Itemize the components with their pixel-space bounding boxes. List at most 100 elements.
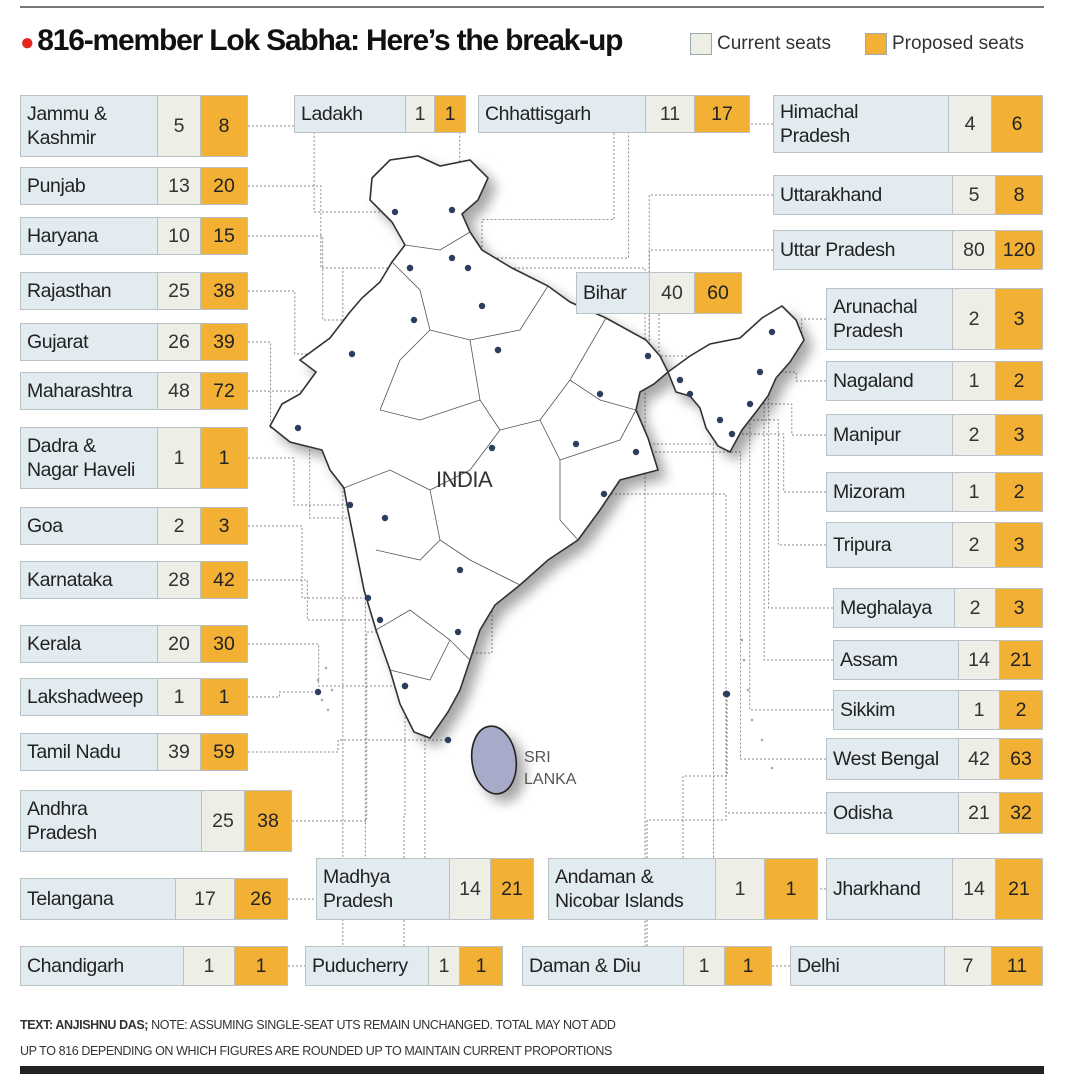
seat-box: Madhya Pradesh 14 21 bbox=[316, 858, 534, 920]
state-name: Rajasthan bbox=[21, 273, 157, 309]
leader-line bbox=[248, 739, 448, 753]
state-marker bbox=[456, 566, 464, 574]
page-title: ● 816-member Lok Sabha: Here’s the break-… bbox=[20, 24, 623, 57]
legend-current-label: Current seats bbox=[717, 33, 832, 54]
state-marker bbox=[756, 368, 764, 376]
seat-box: Uttarakhand 5 8 bbox=[773, 175, 1043, 215]
island-dots bbox=[316, 638, 774, 770]
state-name: Arunachal Pradesh bbox=[827, 289, 952, 349]
state-name: Jammu & Kashmir bbox=[21, 96, 157, 156]
state-name: Sikkim bbox=[834, 691, 958, 729]
current-seats: 2 bbox=[952, 289, 995, 349]
footer-note-1: TEXT: ANJISHNU DAS; NOTE: ASSUMING SINGL… bbox=[20, 1018, 616, 1032]
proposed-seats: 1 bbox=[200, 428, 247, 488]
seat-box: Ladakh 1 1 bbox=[294, 95, 466, 133]
seat-box: Kerala 20 30 bbox=[20, 625, 248, 663]
seat-box: Punjab 13 20 bbox=[20, 167, 248, 205]
state-name: Chhattisgarh bbox=[479, 96, 645, 132]
state-marker bbox=[600, 490, 608, 498]
proposed-seats: 17 bbox=[694, 96, 749, 132]
state-name: Tripura bbox=[827, 523, 952, 567]
seat-box: Chandigarh 1 1 bbox=[20, 946, 288, 986]
current-seats: 26 bbox=[157, 324, 200, 360]
current-seats: 25 bbox=[201, 791, 244, 851]
proposed-seats: 3 bbox=[995, 589, 1042, 627]
proposed-seats: 72 bbox=[200, 373, 247, 409]
proposed-seats: 3 bbox=[995, 289, 1042, 349]
state-marker bbox=[572, 440, 580, 448]
india-label: INDIA bbox=[436, 467, 493, 492]
seat-box: Goa 2 3 bbox=[20, 507, 248, 545]
state-borders bbox=[343, 231, 637, 681]
proposed-seats: 8 bbox=[200, 96, 247, 156]
state-marker bbox=[478, 302, 486, 310]
state-name: Tamil Nadu bbox=[21, 734, 157, 770]
state-name: Chandigarh bbox=[21, 947, 183, 985]
state-name: Kerala bbox=[21, 626, 157, 662]
legend-proposed: Proposed seats bbox=[865, 33, 1024, 55]
state-name: Meghalaya bbox=[834, 589, 954, 627]
current-seats: 2 bbox=[954, 589, 995, 627]
current-seats: 4 bbox=[948, 96, 991, 152]
proposed-seats: 120 bbox=[995, 231, 1042, 269]
proposed-seats: 30 bbox=[200, 626, 247, 662]
current-seats: 21 bbox=[958, 793, 999, 833]
seat-box: West Bengal 42 63 bbox=[826, 738, 1043, 780]
state-marker bbox=[728, 430, 736, 438]
proposed-seats: 15 bbox=[200, 218, 247, 254]
current-seats: 11 bbox=[645, 96, 694, 132]
current-seats: 7 bbox=[944, 947, 991, 985]
leader-line bbox=[636, 451, 826, 760]
state-name: Uttar Pradesh bbox=[774, 231, 952, 269]
proposed-seats: 3 bbox=[200, 508, 247, 544]
seat-box: Arunachal Pradesh 2 3 bbox=[826, 288, 1043, 350]
proposed-seats: 39 bbox=[200, 324, 247, 360]
current-seats: 1 bbox=[157, 428, 200, 488]
leader-line bbox=[248, 457, 350, 506]
seat-box: Gujarat 26 39 bbox=[20, 323, 248, 361]
state-marker bbox=[448, 254, 456, 262]
state-marker bbox=[676, 376, 684, 384]
leader-line bbox=[248, 125, 395, 213]
state-marker bbox=[346, 501, 354, 509]
state-marker bbox=[401, 682, 409, 690]
state-name: Telangana bbox=[21, 879, 175, 919]
current-seats: 14 bbox=[449, 859, 490, 919]
proposed-seats: 1 bbox=[434, 96, 465, 132]
current-seats: 80 bbox=[952, 231, 995, 269]
proposed-seats: 6 bbox=[991, 96, 1042, 152]
state-name: Madhya Pradesh bbox=[317, 859, 449, 919]
state-name: Assam bbox=[834, 641, 958, 679]
seat-box: Tripura 2 3 bbox=[826, 522, 1043, 568]
state-marker bbox=[294, 424, 302, 432]
current-seats: 40 bbox=[649, 273, 694, 313]
state-marker bbox=[376, 616, 384, 624]
state-name: Mizoram bbox=[827, 473, 952, 511]
srilanka-shape bbox=[470, 725, 518, 795]
state-marker bbox=[454, 628, 462, 636]
legend-current: Current seats bbox=[690, 33, 831, 55]
leader-line bbox=[248, 390, 385, 519]
proposed-seats: 42 bbox=[200, 562, 247, 598]
current-seats: 5 bbox=[952, 176, 995, 214]
proposed-seats: 59 bbox=[200, 734, 247, 770]
state-marker bbox=[464, 264, 472, 272]
current-seats: 1 bbox=[405, 96, 434, 132]
seat-box: Odisha 21 32 bbox=[826, 792, 1043, 834]
bullet-icon: ● bbox=[20, 29, 35, 56]
current-seats: 17 bbox=[175, 879, 234, 919]
leader-line bbox=[248, 341, 298, 429]
india-mainland-shape bbox=[268, 155, 669, 739]
leader-line bbox=[248, 525, 368, 599]
proposed-seats: 2 bbox=[999, 691, 1042, 729]
seat-box: Jharkhand 14 21 bbox=[826, 858, 1043, 920]
seat-box: Maharashtra 48 72 bbox=[20, 372, 248, 410]
state-marker bbox=[488, 444, 496, 452]
state-name: Karnataka bbox=[21, 562, 157, 598]
state-name: Haryana bbox=[21, 218, 157, 254]
state-marker bbox=[596, 390, 604, 398]
leader-line bbox=[248, 185, 410, 269]
proposed-seats: 2 bbox=[995, 473, 1042, 511]
northeast-shape bbox=[667, 304, 805, 454]
current-seats: 20 bbox=[157, 626, 200, 662]
